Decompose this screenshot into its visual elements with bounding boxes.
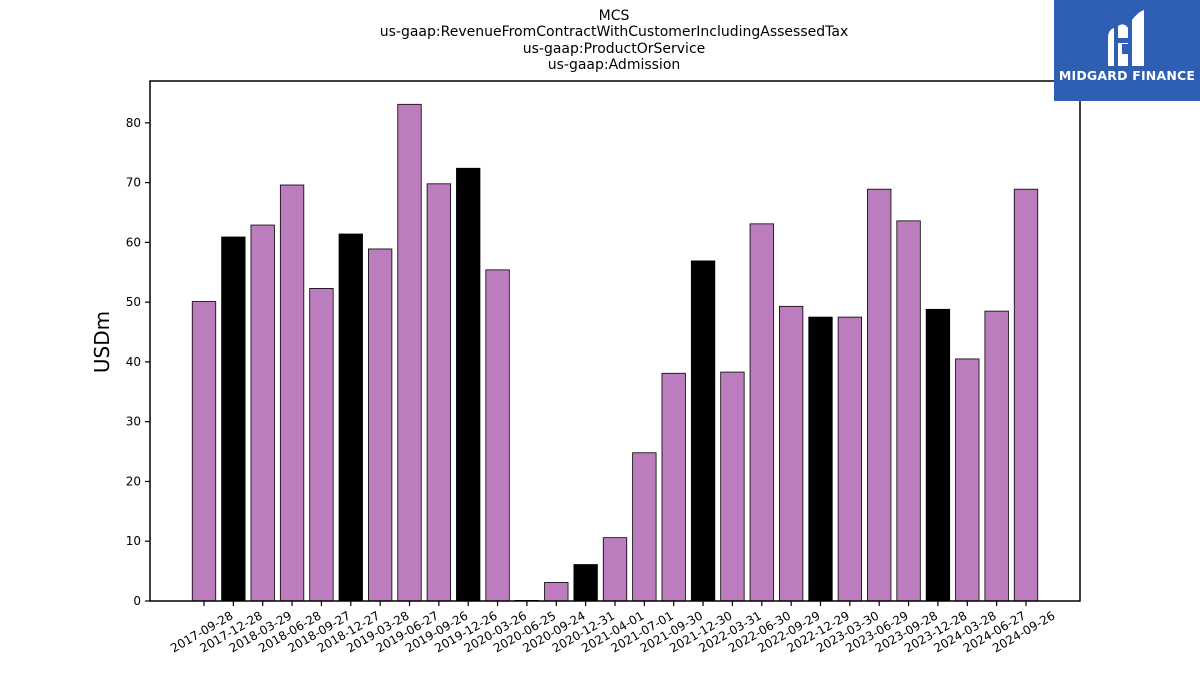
y-axis-label: USDm — [90, 311, 114, 373]
bar — [338, 233, 363, 602]
bar — [690, 260, 716, 602]
bar — [367, 248, 393, 602]
x-axis: 2017-09-282017-12-282018-03-292018-06-28… — [168, 601, 1058, 655]
bar — [456, 167, 481, 602]
bar — [720, 371, 745, 602]
y-tick-label: 0 — [133, 594, 141, 608]
bar — [191, 301, 217, 602]
bar — [749, 223, 774, 602]
brand-logo: MIDGARD FINANCE — [1054, 0, 1200, 101]
brand-logo-icon — [1108, 10, 1144, 66]
bar — [309, 288, 334, 602]
bar — [867, 188, 892, 602]
y-tick-label: 30 — [126, 415, 141, 429]
chart-title-line-4: us-gaap:Admission — [548, 57, 681, 73]
brand-logo-text: MIDGARD FINANCE — [1058, 68, 1196, 83]
bar — [896, 220, 921, 602]
y-tick-label: 50 — [126, 295, 141, 309]
bar — [279, 184, 305, 602]
y-tick-label: 20 — [126, 474, 141, 488]
chart-title-line-3: us-gaap:ProductOrService — [523, 41, 706, 57]
bar — [779, 305, 804, 602]
bar-series — [191, 103, 1039, 602]
bar — [837, 316, 862, 602]
chart-title-line-2: us-gaap:RevenueFromContractWithCustomerI… — [380, 24, 849, 40]
bar — [632, 452, 657, 602]
chart-title-line-1: MCS — [599, 8, 630, 24]
bar — [661, 372, 686, 602]
bar — [955, 358, 980, 602]
bar — [984, 310, 1009, 602]
plot-frame — [149, 80, 1081, 602]
chart-title: MCS us-gaap:RevenueFromContractWithCusto… — [380, 8, 849, 73]
bar — [808, 316, 833, 602]
bar — [221, 236, 246, 602]
bar — [1013, 188, 1039, 602]
bar — [426, 183, 452, 602]
y-axis: 0 10 20 30 40 50 60 70 80 — [126, 116, 150, 608]
y-tick-label: 40 — [126, 355, 141, 369]
bar — [602, 537, 628, 602]
y-tick-label: 10 — [126, 534, 141, 548]
bar — [250, 224, 275, 602]
bar — [397, 103, 422, 602]
bar — [544, 582, 569, 602]
y-tick-label: 70 — [126, 176, 141, 190]
bar — [485, 269, 510, 602]
y-tick-label: 80 — [126, 116, 141, 130]
bar — [925, 308, 951, 602]
y-tick-label: 60 — [126, 235, 141, 249]
bar — [573, 564, 598, 602]
